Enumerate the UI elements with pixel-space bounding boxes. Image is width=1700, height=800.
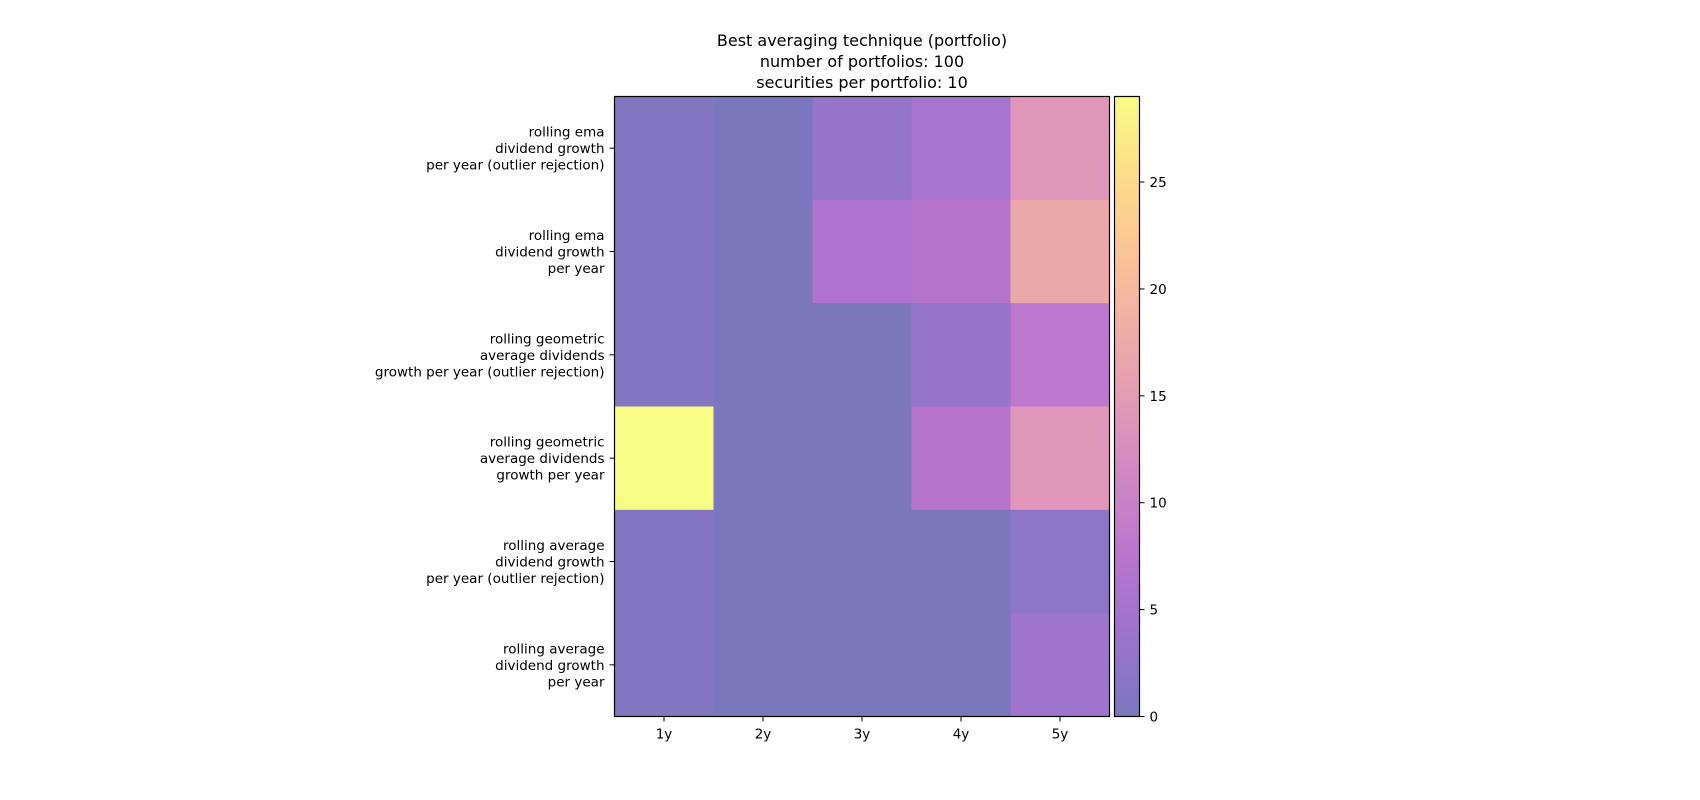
y-tick-label: dividend growth <box>495 245 604 261</box>
y-tick-label: per year (outlier rejection) <box>426 158 604 174</box>
heatmap-cell <box>713 96 813 201</box>
y-tick-label: average dividends <box>480 451 605 467</box>
heatmap-cell <box>614 613 714 717</box>
x-tick-label: 4y <box>953 727 970 743</box>
heatmap-cell <box>812 303 912 407</box>
y-tick-label: per year <box>548 261 605 277</box>
colorbar-tick-label: 15 <box>1150 389 1167 405</box>
y-tick-label: per year (outlier rejection) <box>426 571 604 587</box>
heatmap-cell <box>812 406 912 511</box>
heatmap-cell <box>812 96 912 201</box>
y-tick-label: dividend growth <box>495 555 604 571</box>
x-tick-label: 2y <box>755 727 772 743</box>
heatmap-cell <box>614 509 714 614</box>
chart-title-line-2: number of portfolios: 100 <box>760 52 964 71</box>
y-tick-label: growth per year (outlier rejection) <box>375 364 605 380</box>
heatmap-cell <box>713 199 813 304</box>
x-tick-label: 3y <box>854 727 871 743</box>
y-tick-label: per year <box>548 674 605 690</box>
colorbar-tick-label: 25 <box>1150 175 1167 191</box>
colorbar-tick-label: 20 <box>1150 282 1167 298</box>
heatmap-cell <box>1010 303 1110 407</box>
heatmap-cell <box>812 613 912 717</box>
y-tick-label: average dividends <box>480 348 605 364</box>
heatmap-cell <box>614 199 714 304</box>
heatmap-cell <box>713 406 813 511</box>
colorbar-tick-label: 10 <box>1150 496 1167 512</box>
chart-title-line-1: Best averaging technique (portfolio) <box>717 31 1007 50</box>
colorbar-axis: 0 5 10 15 20 25 <box>1139 175 1167 726</box>
chart-title-line-3: securities per portfolio: 10 <box>756 73 968 92</box>
colorbar-tick-label: 5 <box>1150 603 1159 619</box>
heatmap-cell <box>614 303 714 407</box>
heatmap-cell <box>812 199 912 304</box>
heatmap-cell <box>1010 96 1110 201</box>
heatmap-cell <box>812 509 912 614</box>
heatmap-cell <box>1010 509 1110 614</box>
y-tick-label: rolling ema <box>529 228 605 244</box>
x-tick-label: 5y <box>1052 727 1069 743</box>
heatmap-cell <box>713 509 813 614</box>
y-tick-label: rolling geometric <box>490 331 605 347</box>
heatmap-cell <box>911 613 1011 717</box>
heatmap-cell <box>713 303 813 407</box>
heatmap-cell <box>911 96 1011 201</box>
heatmap-cell <box>1010 613 1110 717</box>
heatmap-cell <box>1010 406 1110 511</box>
heatmap-cell <box>911 199 1011 304</box>
y-tick-label: dividend growth <box>495 141 604 157</box>
heatmap-cell <box>911 406 1011 511</box>
y-tick-label: rolling ema <box>529 125 605 141</box>
x-tick-label: 1y <box>656 727 673 743</box>
heatmap-cell <box>614 96 714 201</box>
colorbar-tick-label: 0 <box>1150 710 1159 726</box>
y-tick-label: rolling average <box>503 641 604 657</box>
colorbar <box>1113 95 1141 718</box>
heatmap-cell <box>614 406 714 511</box>
heatmap-cells <box>614 96 1110 717</box>
y-tick-label: rolling geometric <box>490 435 605 451</box>
y-tick-label: growth per year <box>496 468 605 484</box>
chart-title: Best averaging technique (portfolio) num… <box>717 31 1007 92</box>
x-axis: 1y 2y 3y 4y 5y <box>656 716 1069 743</box>
heatmap-cell <box>713 613 813 717</box>
y-tick-label: dividend growth <box>495 658 604 674</box>
heatmap-cell <box>911 509 1011 614</box>
heatmap-cell <box>911 303 1011 407</box>
y-tick-label: rolling average <box>503 538 604 554</box>
heatmap-cell <box>1010 199 1110 304</box>
